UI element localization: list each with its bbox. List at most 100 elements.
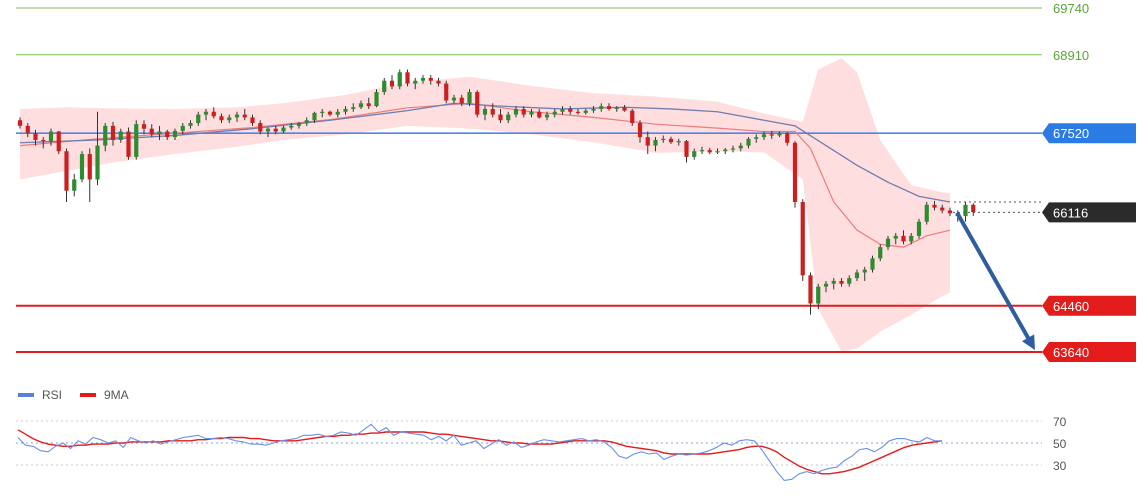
candle-body <box>909 235 914 242</box>
candle-body <box>227 117 232 121</box>
candle-body <box>606 106 612 109</box>
candle-body <box>48 131 54 142</box>
candle-body <box>653 139 658 146</box>
candle-body <box>568 108 573 112</box>
candle-body <box>614 107 619 109</box>
candle-body <box>715 151 720 153</box>
candle-body <box>637 123 643 138</box>
candle-body <box>901 235 906 242</box>
candle-body <box>110 125 116 140</box>
candle-body <box>661 138 666 141</box>
candle-body <box>196 114 201 124</box>
legend: RSI 9MA <box>18 388 129 402</box>
candle-body <box>878 247 883 259</box>
candle-body <box>552 111 557 115</box>
candle-body <box>707 150 712 153</box>
candle-body <box>498 114 503 121</box>
candle-body <box>761 134 767 138</box>
candle-body <box>738 145 743 149</box>
candle-body <box>273 128 278 132</box>
candle-body <box>420 77 426 81</box>
candle-body <box>947 210 953 214</box>
candle-body <box>746 138 751 146</box>
candle-body <box>459 97 464 104</box>
candle-body <box>428 77 433 81</box>
candle-body <box>165 131 170 138</box>
candle-body <box>823 283 829 287</box>
candle-body <box>358 103 364 108</box>
candle-body <box>56 131 61 152</box>
candle-body <box>482 108 488 115</box>
rsi-tick-label: 30 <box>1053 459 1067 473</box>
candle-body <box>389 80 395 87</box>
candle-body <box>234 114 240 118</box>
price-label-text: 68910 <box>1053 48 1089 63</box>
candle-body <box>72 179 77 191</box>
candle-body <box>924 204 929 222</box>
candle-body <box>79 154 85 180</box>
candle-body <box>118 131 123 140</box>
legend-label: 9MA <box>104 388 129 402</box>
bollinger-band <box>20 58 950 352</box>
price-label-box <box>1042 342 1136 362</box>
candles <box>17 69 976 315</box>
projection-arrow-shaft <box>956 212 1031 340</box>
candle-body <box>258 123 263 132</box>
candle-body <box>506 114 511 121</box>
candle-body <box>17 120 23 126</box>
candle-body <box>831 280 836 284</box>
candle-body <box>134 124 139 157</box>
rsi-tick-label: 70 <box>1053 415 1067 429</box>
candle-body <box>777 133 782 136</box>
price-label-text: 64460 <box>1053 299 1089 314</box>
price-label-box <box>1042 202 1136 223</box>
candle-body <box>916 221 922 236</box>
candle-body <box>676 141 681 143</box>
candle-body <box>862 269 867 273</box>
candle-body <box>847 278 852 284</box>
price-label-text: 63640 <box>1053 345 1089 360</box>
candle-body <box>839 280 844 284</box>
candle-body <box>854 272 860 279</box>
candle-body <box>327 111 333 115</box>
candle-body <box>513 108 519 115</box>
candle-body <box>467 92 472 104</box>
candle-body <box>141 124 147 129</box>
price-label-67520: 67520 <box>1042 123 1136 144</box>
candle-body <box>971 204 976 213</box>
candle-body <box>265 128 271 132</box>
price-label-text: 66116 <box>1053 205 1088 220</box>
candle-body <box>940 207 945 211</box>
price-label-text: 67520 <box>1053 126 1089 141</box>
candle-body <box>397 72 402 87</box>
candle-body <box>544 114 550 118</box>
rsi-tick-label: 50 <box>1053 437 1067 451</box>
candle-body <box>95 145 100 180</box>
candle-body <box>188 123 193 126</box>
candle-body <box>668 138 674 143</box>
candle-body <box>343 108 348 112</box>
projection-arrow-head <box>1022 334 1035 350</box>
candle-body <box>490 108 495 115</box>
candle-body <box>304 120 309 124</box>
candle-body <box>785 133 790 143</box>
candle-body <box>335 111 340 115</box>
candle-body <box>560 108 565 112</box>
candle-body <box>33 133 38 140</box>
candle-body <box>250 117 255 124</box>
candle-body <box>64 151 69 191</box>
candle-body <box>645 137 650 146</box>
candle-body <box>591 108 596 111</box>
candle-body <box>769 134 774 136</box>
legend-swatch <box>80 393 96 397</box>
price-label-box <box>1042 123 1136 144</box>
candle-body <box>289 125 294 128</box>
candle-body <box>149 128 154 135</box>
candle-body <box>413 80 418 84</box>
candle-body <box>211 111 216 117</box>
candle-body <box>575 111 581 113</box>
candle-body <box>723 149 728 152</box>
price-label-text: 69740 <box>1053 1 1089 16</box>
